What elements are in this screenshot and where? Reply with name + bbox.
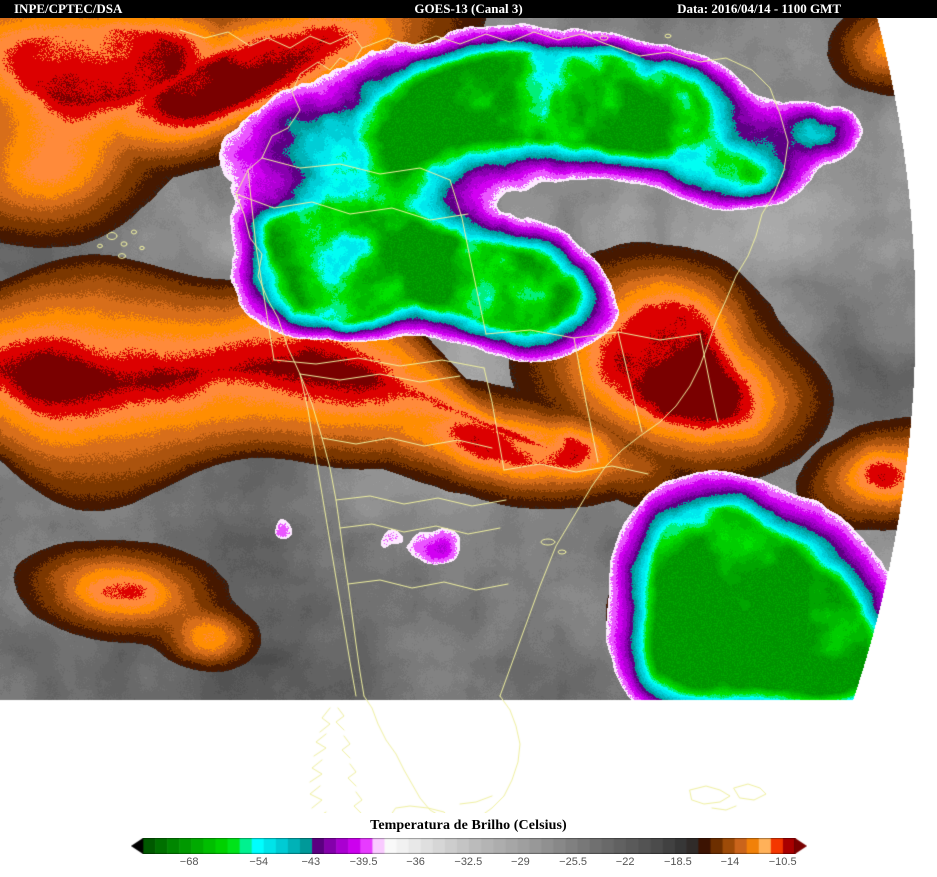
colorbar-tick: −29 (511, 856, 530, 868)
colorbar-title: Temperatura de Brilho (Celsius) (370, 818, 567, 833)
colorbar-tick: −39.5 (349, 856, 378, 868)
colorbar-tick: −36 (406, 856, 425, 868)
colorbar-gradient-canvas (131, 838, 807, 854)
colorbar-tick: −14 (720, 856, 740, 868)
colorbar-legend: Temperatura de Brilho (Celsius) −68 −54 −4… (0, 813, 937, 877)
colorbar-tick: −32.5 (454, 856, 483, 868)
colorbar-tick: −54 (249, 856, 269, 868)
satellite-image-area (0, 18, 937, 813)
colorbar-swatch (131, 838, 807, 854)
colorbar-tick-labels: −68 −54 −43 −39.5 −36 −32.5 −29 −25.5 −22 −18.5 −1… (131, 856, 807, 874)
header-satellite-label: GOES-13 (Canal 3) (414, 1, 523, 16)
header-bar: INPE/CPTEC/DSA GOES-13 (Canal 3) Data: 2… (0, 0, 937, 18)
colorbar-tick: −25.5 (559, 856, 588, 868)
colorbar-tick: −10.5 (768, 856, 797, 868)
colorbar-tick: −22 (615, 856, 635, 868)
colorbar-tick: −43 (301, 856, 321, 868)
header-datetime-label: Data: 2016/04/14 - 1100 GMT (677, 1, 841, 16)
colorbar-tick: −18.5 (663, 856, 692, 868)
satellite-infrared-canvas (0, 18, 937, 813)
colorbar-tick: −68 (179, 856, 199, 868)
header-agency-label: INPE/CPTEC/DSA (14, 1, 123, 16)
